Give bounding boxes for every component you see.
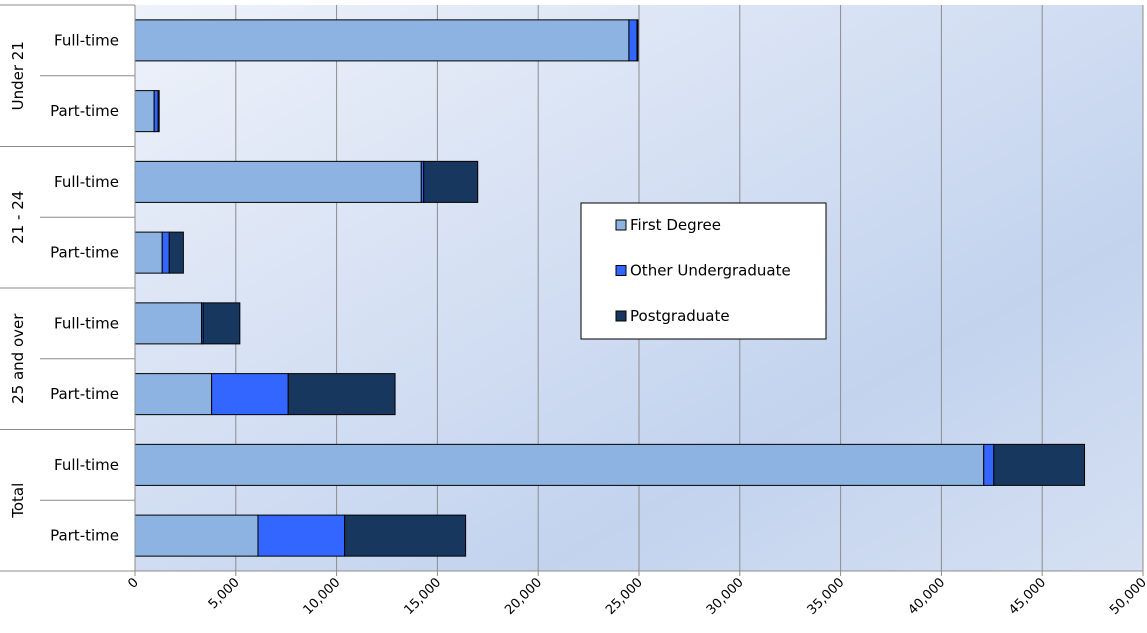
category-label: Part-time [50, 244, 119, 262]
category-label: Part-time [50, 385, 119, 403]
bar-segment [168, 231, 184, 274]
category-label: Full-time [54, 31, 119, 49]
x-tick-label: 50,000 [1107, 575, 1147, 618]
bar-segment [423, 160, 479, 203]
group-label: 25 and over [9, 313, 27, 404]
x-tick-label: 5,000 [206, 575, 243, 612]
bar-segment [134, 231, 163, 274]
group-label: Total [9, 483, 27, 519]
bar-segment [161, 231, 170, 274]
bar-segment [134, 19, 630, 62]
bar-segment [257, 514, 346, 557]
bar-segment [134, 514, 259, 557]
x-tick-label: 30,000 [704, 575, 747, 618]
x-tick-label: 45,000 [1006, 575, 1049, 618]
bar-segment [134, 160, 422, 203]
legend-label: Other Undergraduate [630, 262, 791, 280]
legend-label: First Degree [630, 216, 721, 234]
x-tick-label: 10,000 [301, 575, 344, 618]
category-label: Full-time [54, 173, 119, 191]
category-label: Part-time [50, 102, 119, 120]
labels: Full-time Part-time Full-time Part-time Full… [9, 31, 119, 544]
category-label: Full-time [54, 314, 119, 332]
bar-segment [134, 90, 155, 133]
legend-swatch [615, 219, 627, 231]
bar-segment [211, 373, 289, 416]
x-tick-label: 40,000 [905, 575, 948, 618]
legend: First Degree Other Undergraduate Postgradu… [580, 202, 827, 340]
bar-segment [134, 302, 203, 345]
group-label: 21 - 24 [9, 191, 27, 244]
bar-segment [202, 302, 241, 345]
bar-segment [983, 443, 995, 486]
bar-segment [134, 443, 985, 486]
category-label: Part-time [50, 527, 119, 545]
bar-segment [344, 514, 467, 557]
bar-segment [287, 373, 396, 416]
legend-label: Postgraduate [630, 307, 730, 325]
bar-segment [153, 90, 159, 133]
category-label: Full-time [54, 456, 119, 474]
x-tick-label: 20,000 [502, 575, 545, 618]
bar-segment [134, 373, 213, 416]
bar-segment [628, 19, 638, 62]
legend-swatch [615, 265, 627, 276]
bar-segment [636, 19, 639, 62]
x-tick-label: 15,000 [401, 575, 444, 618]
group-label: Under 21 [9, 41, 27, 110]
bar-segment [157, 90, 160, 133]
x-tick-label: 0 [125, 575, 141, 591]
x-tick-label: 25,000 [603, 575, 646, 618]
legend-swatch [615, 310, 627, 322]
bars [134, 19, 1086, 557]
bar-segment [993, 443, 1086, 486]
x-tick-label: 35,000 [805, 575, 848, 618]
